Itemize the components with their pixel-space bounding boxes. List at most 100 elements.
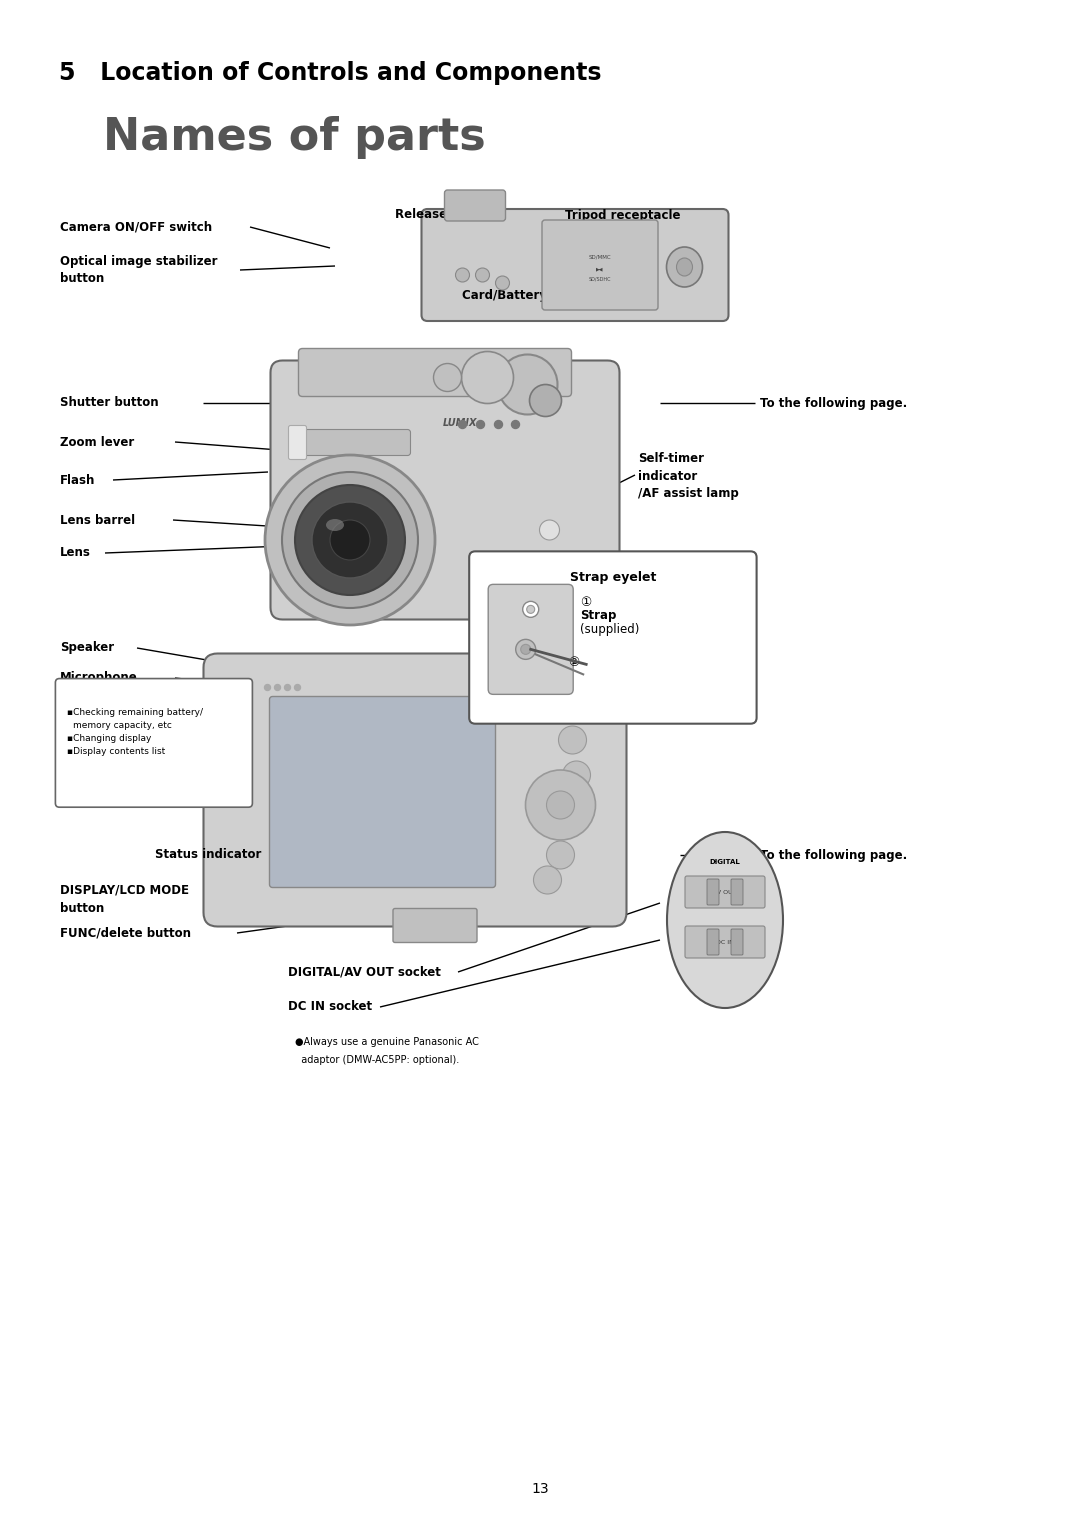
Circle shape <box>284 684 291 690</box>
Circle shape <box>234 731 251 748</box>
FancyBboxPatch shape <box>707 880 719 906</box>
Text: FUNC⁠/⁠delete button: FUNC⁠/⁠delete button <box>60 927 191 939</box>
Circle shape <box>527 605 535 614</box>
Text: ▪Display contents list: ▪Display contents list <box>67 747 165 756</box>
Text: AV OUT: AV OUT <box>713 890 737 895</box>
Text: Strap eyelet: Strap eyelet <box>570 571 656 583</box>
Text: DC IN: DC IN <box>716 939 734 945</box>
Text: Names of parts: Names of parts <box>103 116 485 159</box>
Text: SD/SDHC: SD/SDHC <box>589 276 611 281</box>
FancyBboxPatch shape <box>298 348 571 397</box>
Text: DC IN socket: DC IN socket <box>288 1000 373 1014</box>
Ellipse shape <box>666 247 702 287</box>
Circle shape <box>526 770 595 840</box>
Circle shape <box>558 806 586 834</box>
FancyBboxPatch shape <box>731 928 743 954</box>
Text: ●Always use a genuine Panasonic AC: ●Always use a genuine Panasonic AC <box>295 1037 478 1048</box>
Text: /AF assist lamp: /AF assist lamp <box>638 487 739 501</box>
Text: Self-timer: Self-timer <box>638 452 704 464</box>
Text: To the following page.: To the following page. <box>760 397 907 409</box>
Text: ▪Changing display: ▪Changing display <box>67 734 152 744</box>
FancyBboxPatch shape <box>270 360 620 620</box>
FancyBboxPatch shape <box>203 654 626 927</box>
Text: ①: ① <box>580 596 592 609</box>
Circle shape <box>534 866 562 893</box>
Text: Zoom lever: Zoom lever <box>60 435 134 449</box>
Circle shape <box>433 363 461 391</box>
FancyBboxPatch shape <box>685 925 765 957</box>
FancyBboxPatch shape <box>685 876 765 909</box>
FancyBboxPatch shape <box>421 209 729 321</box>
Circle shape <box>274 684 281 690</box>
Ellipse shape <box>326 519 345 531</box>
Circle shape <box>456 269 470 282</box>
Circle shape <box>496 276 510 290</box>
Text: Strap: Strap <box>580 609 617 621</box>
Circle shape <box>475 269 489 282</box>
Text: ②: ② <box>568 657 580 669</box>
Text: Flash: Flash <box>60 473 95 487</box>
Circle shape <box>459 420 467 429</box>
Circle shape <box>529 385 562 417</box>
Text: Card/Battery door: Card/Battery door <box>462 289 581 301</box>
Text: To the following page.: To the following page. <box>760 849 907 861</box>
FancyBboxPatch shape <box>270 696 496 887</box>
Circle shape <box>461 351 513 403</box>
Text: 5   Location of Controls and Components: 5 Location of Controls and Components <box>59 61 602 86</box>
Circle shape <box>498 354 557 414</box>
FancyBboxPatch shape <box>305 429 410 455</box>
Text: Optical image stabilizer: Optical image stabilizer <box>60 255 217 269</box>
Text: DIGITAL/AV OUT socket: DIGITAL/AV OUT socket <box>288 965 441 979</box>
Circle shape <box>563 760 591 789</box>
FancyBboxPatch shape <box>707 928 719 954</box>
Circle shape <box>330 521 370 560</box>
Text: 13: 13 <box>531 1483 549 1496</box>
Text: Release lever: Release lever <box>395 209 485 221</box>
Circle shape <box>516 640 536 660</box>
Circle shape <box>521 644 530 655</box>
Circle shape <box>512 420 519 429</box>
Text: SD/MMC: SD/MMC <box>589 255 611 260</box>
Text: DIGITAL: DIGITAL <box>710 860 741 864</box>
Circle shape <box>546 841 575 869</box>
Text: memory capacity, etc: memory capacity, etc <box>73 721 173 730</box>
Text: adaptor (DMW-AC5PP: optional).: adaptor (DMW-AC5PP: optional). <box>295 1055 459 1064</box>
Circle shape <box>242 684 249 692</box>
FancyBboxPatch shape <box>731 880 743 906</box>
Circle shape <box>540 521 559 541</box>
Text: ▶◀: ▶◀ <box>596 267 604 272</box>
Circle shape <box>523 602 539 617</box>
Circle shape <box>265 684 270 690</box>
FancyBboxPatch shape <box>488 585 573 695</box>
Text: LUMIX: LUMIX <box>443 417 477 428</box>
Text: Status indicator: Status indicator <box>156 849 261 861</box>
Text: Lens barrel: Lens barrel <box>60 513 135 527</box>
FancyBboxPatch shape <box>469 551 757 724</box>
Text: Shutter button: Shutter button <box>60 397 159 409</box>
Text: (supplied): (supplied) <box>580 623 639 635</box>
Text: ▪Checking remaining battery/: ▪Checking remaining battery/ <box>67 709 203 718</box>
FancyBboxPatch shape <box>55 678 253 808</box>
Circle shape <box>282 472 418 608</box>
Circle shape <box>476 420 485 429</box>
Text: Speaker: Speaker <box>60 641 114 655</box>
Circle shape <box>295 684 300 690</box>
Ellipse shape <box>667 832 783 1008</box>
FancyBboxPatch shape <box>542 220 658 310</box>
Text: DISPLAY/LCD MODE: DISPLAY/LCD MODE <box>60 884 189 896</box>
Circle shape <box>265 455 435 625</box>
Circle shape <box>558 725 586 754</box>
Text: Tripod receptacle: Tripod receptacle <box>565 209 680 221</box>
Text: LCD monitor: LCD monitor <box>67 692 145 701</box>
FancyBboxPatch shape <box>288 426 307 460</box>
Text: indicator: indicator <box>638 469 698 483</box>
Text: button: button <box>60 901 105 915</box>
Circle shape <box>495 420 502 429</box>
Text: Microphone: Microphone <box>60 672 138 684</box>
Circle shape <box>546 686 575 715</box>
FancyBboxPatch shape <box>393 909 477 942</box>
Text: Lens: Lens <box>60 547 91 559</box>
FancyBboxPatch shape <box>445 189 505 221</box>
Circle shape <box>295 486 405 596</box>
Circle shape <box>546 791 575 818</box>
